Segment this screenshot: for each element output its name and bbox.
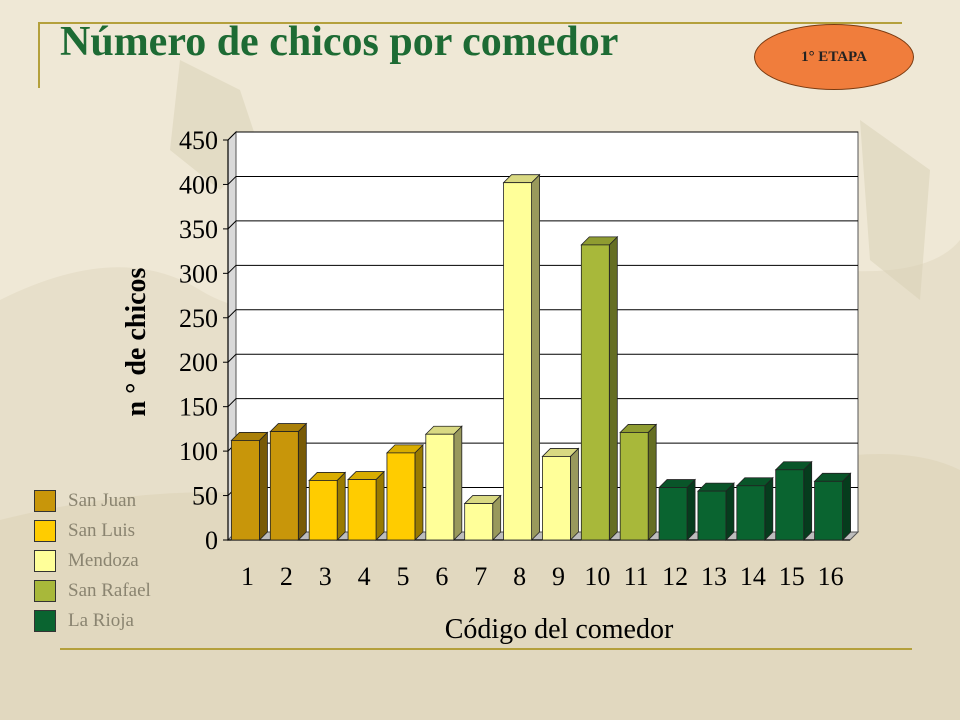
bar <box>308 480 338 541</box>
bar <box>386 452 416 541</box>
bar <box>619 432 649 541</box>
legend-item: San Rafael <box>34 576 151 606</box>
y-tick-label: 150 <box>179 393 218 422</box>
x-tick-label: 7 <box>474 562 487 591</box>
bar <box>503 182 532 541</box>
bar <box>697 490 727 541</box>
x-tick-label: 5 <box>396 562 409 591</box>
x-tick-label: 9 <box>552 562 565 591</box>
x-tick-label: 4 <box>358 562 371 591</box>
x-tick-label: 3 <box>319 562 332 591</box>
gridline <box>227 309 858 319</box>
y-axis-title: n ° de chicos <box>121 267 152 416</box>
x-tick-label: 12 <box>662 562 688 591</box>
legend-label: Mendoza <box>68 550 139 571</box>
y-tick-label: 450 <box>179 126 218 155</box>
x-tick-label: 16 <box>818 562 844 591</box>
bar-side <box>570 447 579 541</box>
y-tick-label: 250 <box>179 304 218 333</box>
x-tick-label: 10 <box>584 562 610 591</box>
legend-label: San Rafael <box>68 580 151 601</box>
bar <box>542 456 571 541</box>
bar <box>736 485 766 541</box>
x-tick-label: 6 <box>435 562 448 591</box>
y-tick-label: 200 <box>179 348 218 377</box>
y-tick-label: 0 <box>205 526 218 555</box>
bar-side <box>725 482 735 541</box>
gridline <box>227 264 858 274</box>
x-axis-title: Código del comedor <box>445 614 674 645</box>
gridline <box>227 398 858 408</box>
legend-item: San Luis <box>34 516 151 546</box>
legend-item: La Rioja <box>34 606 151 636</box>
bar <box>269 431 299 541</box>
bar <box>658 487 688 541</box>
bar-side <box>336 471 346 541</box>
x-tick-label: 13 <box>701 562 727 591</box>
bar <box>231 440 260 541</box>
x-tick-label: 15 <box>779 562 805 591</box>
y-tick-label: 100 <box>179 437 218 466</box>
stage-badge: 1° ETAPA <box>754 24 914 90</box>
bar-side <box>803 460 813 541</box>
header-rule-top <box>38 22 902 24</box>
legend-item: San Juan <box>34 486 151 516</box>
legend-swatch <box>34 580 56 602</box>
legend-label: La Rioja <box>68 610 134 631</box>
gridline <box>227 175 858 185</box>
bar-side <box>414 443 424 541</box>
x-tick-label: 2 <box>280 562 293 591</box>
legend-label: San Luis <box>68 520 136 541</box>
bar <box>814 480 843 541</box>
bar-side <box>531 173 540 541</box>
bar-side <box>453 425 463 541</box>
bar <box>580 244 610 541</box>
x-tick-label: 14 <box>740 562 766 591</box>
legend-swatch <box>34 550 56 572</box>
gridline <box>227 131 858 141</box>
bar <box>464 503 494 541</box>
y-tick-label: 300 <box>179 259 218 288</box>
legend-item: Mendoza <box>34 546 151 576</box>
gridline <box>227 353 858 363</box>
bar-side <box>842 472 851 541</box>
x-tick-label: 8 <box>513 562 526 591</box>
bar-side <box>764 476 774 541</box>
bar-side <box>259 431 268 541</box>
legend-label: San Juan <box>68 490 137 511</box>
x-tick-label: 1 <box>241 562 254 591</box>
y-tick-label: 350 <box>179 215 218 244</box>
stage-badge-label: 1° ETAPA <box>801 48 867 65</box>
bar <box>775 469 805 541</box>
slide-title: Número de chicos por comedor <box>60 19 619 65</box>
gridline <box>227 220 858 230</box>
chart-legend: San Juan San Luis Mendoza San Rafael La Rioj… <box>34 486 151 636</box>
y-tick-label: 50 <box>192 482 218 511</box>
bar-side <box>608 235 618 541</box>
header-rule-left <box>38 22 40 88</box>
bar-side <box>647 423 657 541</box>
bar-side <box>686 478 696 541</box>
legend-swatch <box>34 490 56 512</box>
bar-side <box>375 470 385 541</box>
bar-side <box>297 422 307 541</box>
footer-rule <box>60 648 912 650</box>
x-tick-label: 11 <box>624 562 649 591</box>
bar <box>425 433 455 541</box>
bar <box>347 479 377 541</box>
legend-swatch <box>34 610 56 632</box>
y-tick-label: 400 <box>179 170 218 199</box>
legend-swatch <box>34 520 56 542</box>
